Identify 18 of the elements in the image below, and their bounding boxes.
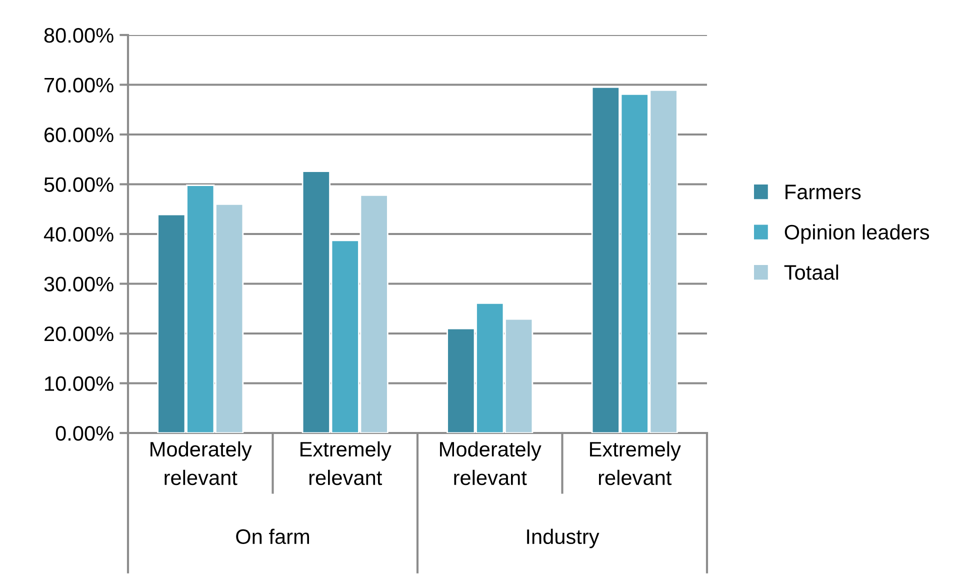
legend-label: Opinion leaders: [784, 224, 930, 244]
x-tick-label: Extremely relevant: [300, 441, 392, 486]
x-tick-label: Extremely relevant: [590, 441, 681, 486]
y-tick-label: 30.00%: [44, 276, 114, 292]
x-tick-label: Moderately relevant: [150, 441, 252, 486]
y-tick-label: 70.00%: [44, 78, 114, 93]
text: On farm: [236, 528, 309, 544]
y-tick-label: 60.00%: [44, 128, 114, 142]
y-tick-label: 50.00%: [44, 177, 114, 192]
legend-label: Farmers: [786, 184, 861, 200]
y-tick-label: 20.00%: [44, 326, 114, 342]
y-tick-label: 0.00%: [56, 426, 114, 441]
text: Industry: [527, 528, 600, 548]
y-tick-label: 10.00%: [45, 376, 114, 392]
y-tick-label: 80.00%: [44, 28, 114, 43]
legend-label: Totaal: [784, 264, 838, 280]
x-tick-label: Moderately relevant: [440, 441, 542, 486]
y-tick-label: 40.00%: [44, 227, 114, 242]
